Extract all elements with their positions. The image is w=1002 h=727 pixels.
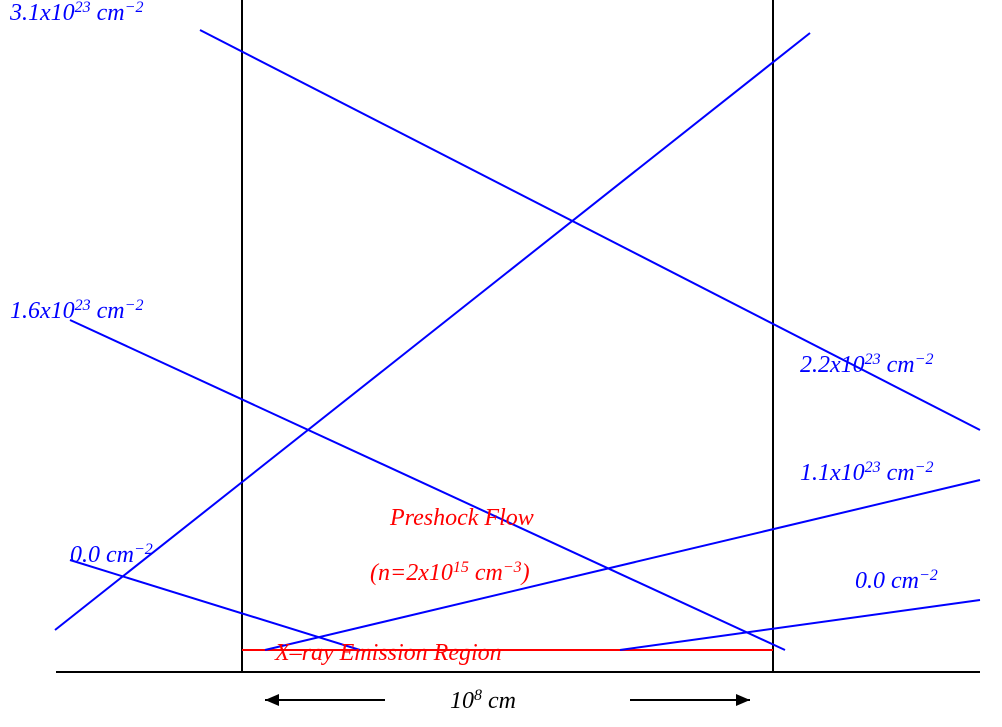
density-label: (n=2x1015 cm−3)	[370, 559, 530, 587]
emission-region-label: X–ray Emission Region	[274, 640, 502, 666]
label-mid-right: 1.1x1023 cm−2	[800, 459, 933, 487]
ray-1	[70, 320, 785, 650]
ray-0	[70, 560, 360, 650]
preshock-flow-label: Preshock Flow	[389, 505, 534, 531]
ray-3	[620, 600, 980, 650]
ray-5	[55, 33, 810, 630]
dim-label: 108 cm	[450, 687, 516, 715]
label-top-left: 3.1x1023 cm−2	[9, 0, 143, 26]
label-bot-left: 0.0 cm−2	[70, 541, 153, 569]
label-bot-right: 0.0 cm−2	[855, 567, 938, 595]
label-top-right: 2.2x1023 cm−2	[800, 351, 933, 379]
label-mid-left: 1.6x1023 cm−2	[10, 297, 143, 325]
dim-arrow-left	[265, 694, 279, 706]
dim-arrow-right	[736, 694, 750, 706]
